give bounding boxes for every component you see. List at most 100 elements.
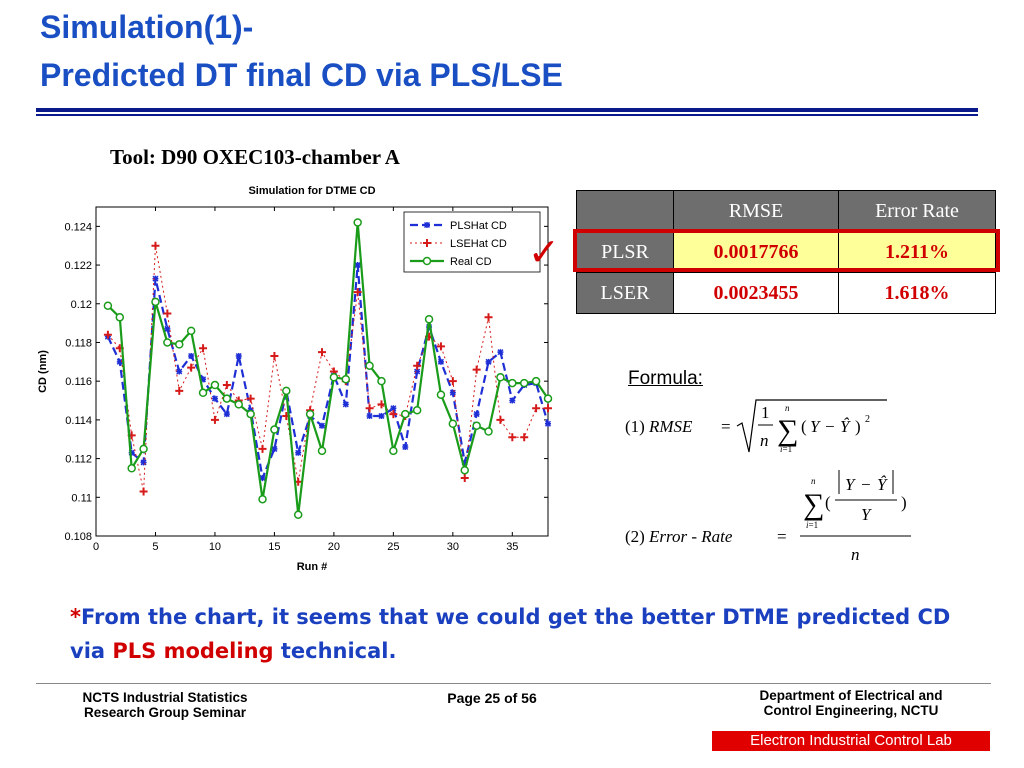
legend-marker-real-cd: [422, 256, 432, 266]
point-lsehat-cd: [472, 365, 481, 374]
svg-text:): ): [855, 417, 861, 436]
point-plshat-cd: [354, 262, 361, 269]
point-plshat-cd: [509, 397, 516, 404]
x-tick-label: 30: [447, 541, 459, 553]
series-line-lsehat-cd: [107, 245, 548, 492]
point-plshat-cd: [140, 459, 147, 466]
footer-left: NCTS Industrial Statistics Research Grou…: [36, 690, 294, 720]
point-real-cd: [198, 388, 208, 398]
point-lsehat-cd: [163, 309, 172, 318]
lab-badge: Electron Industrial Control Lab: [712, 731, 990, 751]
point-plshat-cd: [342, 401, 349, 408]
chart-title: Simulation for DTME CD: [248, 185, 375, 197]
tool-label: Tool: D90 OXEC103-chamber A: [110, 145, 400, 169]
svg-text:Ŷ: Ŷ: [840, 417, 851, 436]
point-plshat-cd: [295, 449, 302, 456]
svg-text:): ): [901, 493, 907, 512]
svg-text:n: n: [785, 403, 790, 413]
point-lsehat-cd: [199, 344, 208, 353]
svg-text:Y: Y: [845, 475, 856, 494]
y-tick-label: 0.124: [64, 221, 92, 233]
point-lsehat-cd: [270, 352, 279, 361]
point-lsehat-cd: [520, 433, 529, 442]
point-real-cd: [519, 378, 529, 388]
point-lsehat-cd: [210, 415, 219, 424]
svg-text:n: n: [811, 476, 816, 486]
point-real-cd: [317, 446, 327, 456]
footer-right-line2: Control Engineering, NCTU: [763, 703, 939, 718]
point-real-cd: [222, 394, 232, 403]
svg-text:n: n: [760, 431, 769, 450]
point-real-cd: [448, 419, 458, 429]
title-divider: [36, 108, 978, 112]
svg-text:∑: ∑: [803, 488, 824, 521]
lser-rmse: 0.0023455: [673, 272, 839, 314]
checkmark-icon: ✓: [528, 230, 560, 274]
point-lsehat-cd: [460, 473, 469, 482]
note-text-2: technical.: [273, 639, 397, 663]
lser-error-rate: 1.618%: [838, 272, 996, 314]
footer-divider: [36, 683, 991, 684]
point-real-cd: [341, 374, 351, 384]
svg-text:(: (: [801, 417, 807, 436]
point-plshat-cd: [437, 358, 444, 365]
point-real-cd: [412, 405, 422, 415]
point-real-cd: [258, 494, 267, 504]
formula2-tag: (2): [625, 527, 645, 546]
point-plshat-cd: [485, 358, 492, 365]
point-real-cd: [175, 340, 184, 349]
conclusion-note: *From the chart, it seems that we could …: [70, 600, 970, 668]
legend-label-plshat-cd: PLSHat CD: [450, 220, 507, 232]
table-header-corner: [576, 190, 674, 232]
point-plshat-cd: [461, 459, 468, 466]
y-tick-label: 0.108: [64, 531, 92, 543]
svg-text:i=1: i=1: [780, 444, 792, 454]
point-lsehat-cd: [413, 361, 422, 370]
x-tick-label: 5: [152, 541, 158, 553]
point-real-cd: [365, 361, 374, 370]
formula-label: Formula:: [628, 368, 703, 389]
slide-title-line1: Simulation(1)-: [40, 9, 254, 45]
point-lsehat-cd: [448, 377, 457, 386]
point-lsehat-cd: [508, 433, 517, 442]
point-plshat-cd: [188, 352, 195, 360]
legend-label-lsehat-cd: LSEHat CD: [450, 238, 507, 250]
point-real-cd: [103, 301, 113, 310]
point-real-cd: [424, 314, 434, 324]
svg-text:Y: Y: [861, 505, 872, 524]
point-lsehat-cd: [187, 363, 196, 372]
point-lsehat-cd: [151, 241, 160, 250]
table-header-error-rate: Error Rate: [838, 190, 996, 232]
point-plshat-cd: [223, 411, 230, 418]
svg-text:n: n: [851, 545, 860, 564]
point-plshat-cd: [318, 422, 326, 429]
table-row-plsr: PLSR 0.0017766 1.211%: [576, 231, 996, 273]
point-real-cd: [353, 218, 362, 227]
point-lsehat-cd: [365, 404, 374, 413]
point-real-cd: [436, 390, 446, 399]
legend-marker-lsehat-cd: [423, 239, 431, 247]
point-lsehat-cd: [353, 288, 362, 297]
point-plshat-cd: [390, 405, 397, 412]
y-tick-label: 0.116: [65, 376, 92, 388]
svg-text:2: 2: [865, 414, 870, 425]
point-real-cd: [472, 421, 481, 430]
point-real-cd: [234, 400, 243, 409]
x-tick-label: 35: [506, 541, 518, 553]
point-plshat-cd: [200, 376, 207, 383]
table-row-lser: LSER 0.0023455 1.618%: [576, 272, 996, 314]
svg-text:∑: ∑: [777, 414, 798, 447]
error-rate-formula: (2) Error - Rate = ∑ n i=1 ( Y − Ŷ Y ) n: [625, 470, 911, 564]
x-tick-label: 15: [268, 541, 280, 553]
point-plshat-cd: [259, 474, 266, 481]
point-lsehat-cd: [103, 330, 112, 339]
y-tick-label: 0.11: [71, 492, 92, 504]
point-plshat-cd: [449, 389, 456, 396]
legend-label-real-cd: Real CD: [450, 256, 492, 268]
results-table: RMSE Error Rate PLSR 0.0017766 1.211% LS…: [576, 190, 996, 314]
point-real-cd: [163, 338, 172, 347]
point-real-cd: [246, 409, 255, 419]
point-lsehat-cd: [532, 404, 541, 413]
point-plshat-cd: [211, 395, 218, 402]
point-lsehat-cd: [246, 394, 255, 403]
